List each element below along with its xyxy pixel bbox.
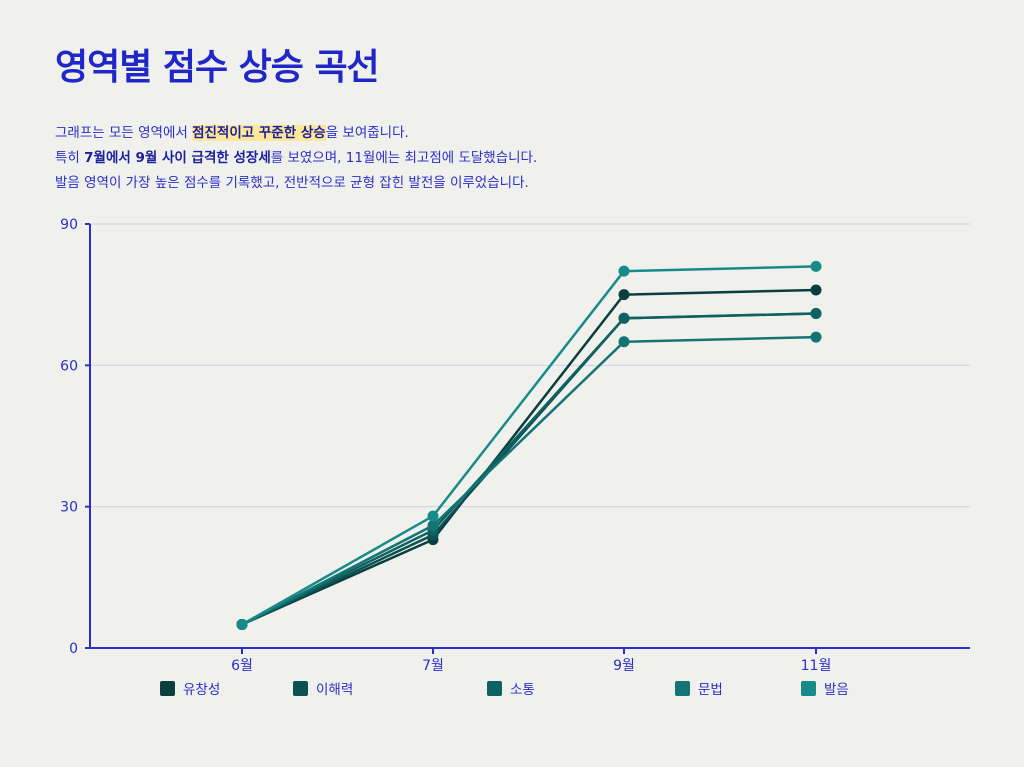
legend-swatch: [675, 680, 690, 696]
legend-label: 문법: [698, 682, 723, 698]
legend-item: 이해력: [293, 678, 353, 698]
data-point: [427, 510, 439, 522]
data-point: [618, 265, 630, 277]
legend-swatch: [293, 680, 308, 696]
series-line-소통: [241, 312, 817, 626]
y-tick-label: 60: [60, 358, 78, 374]
bold-text: 7월에서 9월 사이 급격한 성장세: [84, 150, 271, 166]
series-line-유창성: [241, 288, 817, 626]
y-tick-label: 30: [60, 500, 78, 516]
series-line-이해력: [241, 312, 817, 626]
legend-item: 유창성: [160, 678, 220, 698]
legend-swatch: [801, 680, 816, 696]
legend-item: 문법: [675, 678, 723, 698]
data-point: [618, 336, 630, 348]
legend-swatch: [487, 680, 502, 696]
legend-label: 이해력: [316, 682, 354, 698]
data-point: [810, 308, 822, 320]
description-line-1: 그래프는 모든 영역에서 점진적이고 꾸준한 상승을 보여줍니다.: [55, 125, 409, 141]
description-line-2: 특히 7월에서 9월 사이 급격한 성장세를 보였으며, 11월에는 최고점에 …: [55, 150, 538, 166]
y-tick-label: 0: [69, 641, 78, 657]
x-tick-label: 9월: [613, 658, 635, 674]
x-tick-label: 11월: [801, 658, 832, 674]
legend-swatch: [160, 680, 175, 696]
description: 그래프는 모든 영역에서 점진적이고 꾸준한 상승을 보여줍니다. 특히 7월에…: [55, 121, 537, 196]
legend-item: 발음: [801, 678, 849, 698]
data-point: [810, 331, 822, 343]
data-point: [618, 289, 630, 301]
data-point: [427, 520, 439, 532]
legend-label: 발음: [824, 682, 849, 698]
legend-label: 유창성: [183, 682, 221, 698]
highlight-text: 점진적이고 꾸준한 상승: [192, 125, 326, 141]
data-point: [810, 260, 822, 272]
description-line-3: 발음 영역이 가장 높은 점수를 기록했고, 전반적으로 균형 잡힌 발전을 이…: [55, 175, 529, 191]
data-point: [236, 618, 248, 630]
data-point: [618, 312, 630, 324]
x-tick-label: 6월: [231, 658, 253, 674]
page-title: 영역별 점수 상승 곡선: [55, 47, 380, 88]
legend-label: 소통: [510, 682, 535, 698]
data-point: [810, 284, 822, 296]
series-line-문법: [241, 335, 817, 626]
x-tick-label: 7월: [422, 658, 444, 674]
y-tick-label: 90: [60, 217, 78, 233]
legend-item: 소통: [487, 678, 535, 698]
series-line-발음: [241, 265, 817, 626]
